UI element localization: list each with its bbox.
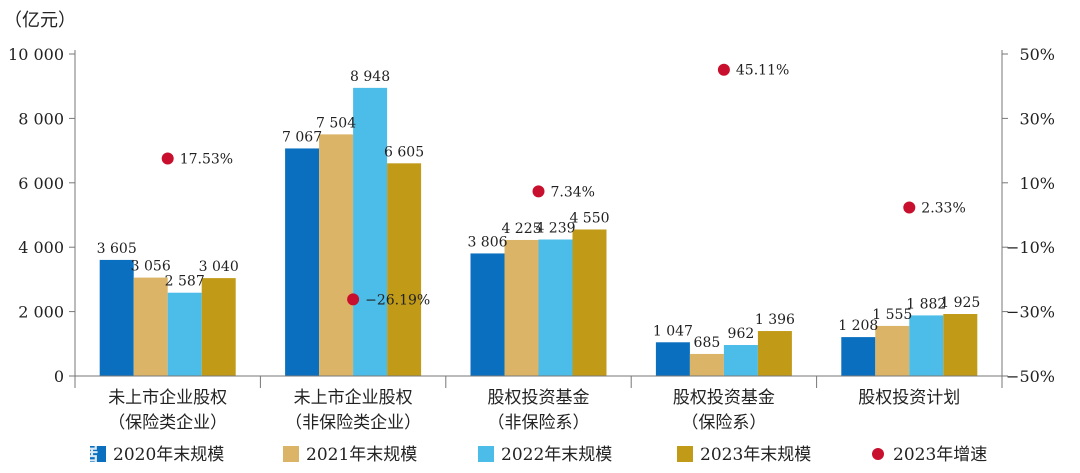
legend-label: 2023年末规模 bbox=[700, 445, 811, 465]
growth-point bbox=[532, 185, 545, 198]
bar-value-label: 1 047 bbox=[653, 323, 693, 339]
bar bbox=[875, 325, 910, 376]
bar-value-label: 1 882 bbox=[906, 296, 946, 312]
growth-value-label: 7.34% bbox=[551, 184, 595, 200]
category-label: （保险类企业） bbox=[108, 413, 227, 433]
bar bbox=[841, 337, 876, 376]
watermark-icon-dot bbox=[14, 448, 22, 456]
bar bbox=[757, 331, 792, 376]
bar-value-label: 3 040 bbox=[199, 259, 239, 275]
category-label: 股权投资计划 bbox=[858, 388, 960, 408]
left-axis-tick-label: 0 bbox=[54, 367, 64, 386]
right-axis-tick-label: 50% bbox=[1019, 45, 1055, 64]
bars bbox=[99, 87, 978, 377]
bar-value-label: 4 225 bbox=[501, 221, 541, 237]
bar bbox=[538, 239, 573, 376]
legend-swatch bbox=[478, 446, 494, 462]
legend-swatch bbox=[90, 446, 106, 462]
left-axis-tick-label: 4 000 bbox=[18, 238, 64, 257]
bar-value-label: 7 504 bbox=[316, 115, 356, 131]
legend-swatch bbox=[677, 446, 693, 462]
right-axis-tick-label: −50% bbox=[1006, 367, 1055, 386]
growth-point bbox=[717, 63, 730, 76]
category-label: 未上市企业股权 bbox=[108, 388, 227, 408]
left-axis-tick-label: 8 000 bbox=[18, 109, 64, 128]
bar bbox=[285, 148, 320, 376]
bar bbox=[470, 253, 505, 376]
right-axis-tick-label: 10% bbox=[1019, 174, 1055, 193]
watermark-text: 大数据 bbox=[38, 441, 98, 465]
bar-value-label: 962 bbox=[728, 326, 755, 342]
left-axis-tick-label: 6 000 bbox=[18, 174, 64, 193]
growth-value-label: −26.19% bbox=[365, 292, 430, 308]
growth-points: 17.53% −26.19% 7.34% 45.11% 2.33% bbox=[161, 63, 966, 308]
bar bbox=[133, 277, 168, 376]
bar-value-label: 4 550 bbox=[569, 210, 609, 226]
y-axis-unit-label: （亿元） bbox=[4, 10, 76, 31]
growth-point bbox=[903, 201, 916, 214]
right-axis-tick-label: −30% bbox=[1006, 303, 1055, 322]
category-label: 股权投资基金 bbox=[488, 388, 590, 408]
growth-point bbox=[347, 293, 360, 306]
bar bbox=[689, 353, 724, 376]
bar-value-label: 3 605 bbox=[97, 241, 137, 257]
bar bbox=[201, 278, 236, 376]
legend: 2020年末规模 2021年末规模 2022年末规模 2023年末规模 2023年增速 bbox=[90, 445, 987, 465]
growth-value-label: 2.33% bbox=[921, 200, 965, 216]
bar-value-label: 3 056 bbox=[131, 259, 171, 275]
bar-value-label: 1 208 bbox=[838, 318, 878, 334]
bar-value-label: 7 067 bbox=[282, 129, 322, 145]
bar bbox=[655, 342, 690, 376]
category-label: （非保险系） bbox=[488, 413, 590, 433]
bar bbox=[572, 229, 607, 376]
bar bbox=[353, 87, 388, 377]
legend-label: 2023年增速 bbox=[893, 445, 987, 465]
bar bbox=[504, 239, 539, 376]
bar bbox=[909, 315, 944, 376]
bar-value-label: 2 587 bbox=[165, 274, 205, 290]
bar-value-label: 1 925 bbox=[940, 295, 980, 311]
bar bbox=[99, 259, 134, 376]
bar bbox=[167, 292, 202, 376]
bar-value-label: 1 555 bbox=[872, 307, 912, 323]
right-axis-tick-label: −10% bbox=[1006, 238, 1055, 257]
bar-value-label: 1 396 bbox=[755, 312, 795, 328]
bar-value-label: 685 bbox=[694, 335, 721, 351]
bar-value-label: 4 239 bbox=[535, 221, 575, 237]
bar-labels: 3 605 7 067 3 806 1 047 1 208 3 056 7 504 4 225… bbox=[97, 69, 981, 351]
watermark-logo: 大数据 bbox=[4, 438, 98, 466]
legend-label: 2020年末规模 bbox=[113, 445, 224, 465]
category-label: （非保险类企业） bbox=[285, 413, 421, 433]
legend-swatch bbox=[283, 446, 299, 462]
legend-marker bbox=[872, 448, 884, 460]
category-label: 股权投资基金 bbox=[673, 388, 775, 408]
left-axis-tick-label: 2 000 bbox=[18, 303, 64, 322]
growth-value-label: 45.11% bbox=[736, 63, 789, 79]
bar-value-label: 3 806 bbox=[467, 234, 507, 250]
category-label: （保险系） bbox=[681, 413, 766, 433]
left-axis: 0 2 000 4 000 6 000 8 000 10 000 bbox=[8, 45, 76, 386]
bar bbox=[319, 134, 354, 376]
bar bbox=[387, 163, 422, 376]
growth-point bbox=[161, 152, 174, 165]
category-label: 未上市企业股权 bbox=[294, 388, 413, 408]
bar bbox=[723, 345, 758, 376]
right-axis: −50% −30% −10% 10% 30% 50% bbox=[1001, 45, 1055, 386]
watermark-icon bbox=[4, 438, 32, 466]
right-axis-tick-label: 30% bbox=[1019, 109, 1055, 128]
category-labels: 未上市企业股权 （保险类企业） 未上市企业股权 （非保险类企业） 股权投资基金 （非保险系… bbox=[74, 375, 1003, 433]
bar-value-label: 6 605 bbox=[384, 144, 424, 160]
growth-value-label: 17.53% bbox=[180, 152, 233, 168]
legend-label: 2021年末规模 bbox=[306, 445, 417, 465]
left-axis-tick-label: 10 000 bbox=[8, 45, 64, 64]
bar bbox=[943, 314, 978, 376]
legend-label: 2022年末规模 bbox=[501, 445, 612, 465]
bar-value-label: 8 948 bbox=[350, 69, 390, 85]
